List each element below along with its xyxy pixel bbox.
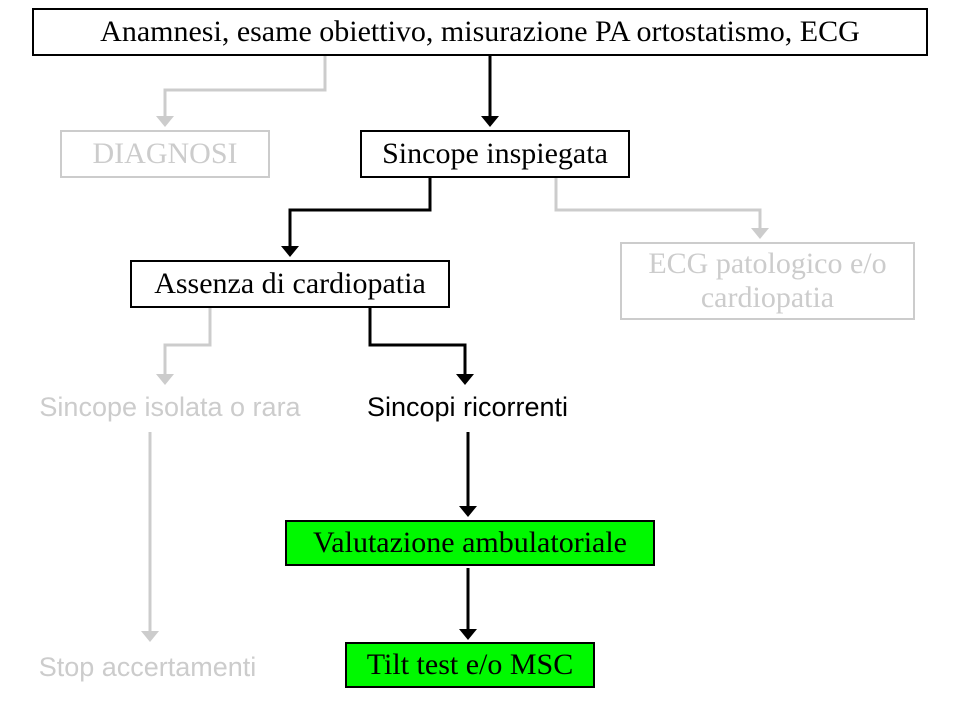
node-stop: Stop accertamenti <box>20 648 275 688</box>
node-diagnosi-label: DIAGNOSI <box>93 137 238 172</box>
connectors-layer <box>0 0 960 705</box>
node-valutazione-label: Valutazione ambulatoriale <box>313 526 627 561</box>
node-inspiegata-label: Sincope inspiegata <box>382 137 608 172</box>
node-ricorrenti-label: Sincopi ricorrenti <box>367 392 568 423</box>
node-assenza-label: Assenza di cardiopatia <box>154 267 426 302</box>
node-top: Anamnesi, esame obiettivo, misurazione P… <box>32 8 928 56</box>
node-ricorrenti: Sincopi ricorrenti <box>350 388 585 428</box>
node-inspiegata: Sincope inspiegata <box>360 130 630 178</box>
node-diagnosi: DIAGNOSI <box>60 130 270 178</box>
node-tilt: Tilt test e/o MSC <box>345 642 595 688</box>
node-assenza: Assenza di cardiopatia <box>130 260 450 308</box>
node-valutazione: Valutazione ambulatoriale <box>285 520 655 566</box>
node-stop-label: Stop accertamenti <box>39 652 257 683</box>
node-tilt-label: Tilt test e/o MSC <box>367 648 573 683</box>
node-isolata: Sincope isolata o rara <box>20 388 320 428</box>
node-ecgpat-label: ECG patologico e/o cardiopatia <box>628 247 907 316</box>
node-ecgpat: ECG patologico e/o cardiopatia <box>620 242 915 320</box>
node-top-label: Anamnesi, esame obiettivo, misurazione P… <box>100 15 860 50</box>
node-isolata-label: Sincope isolata o rara <box>39 392 300 423</box>
